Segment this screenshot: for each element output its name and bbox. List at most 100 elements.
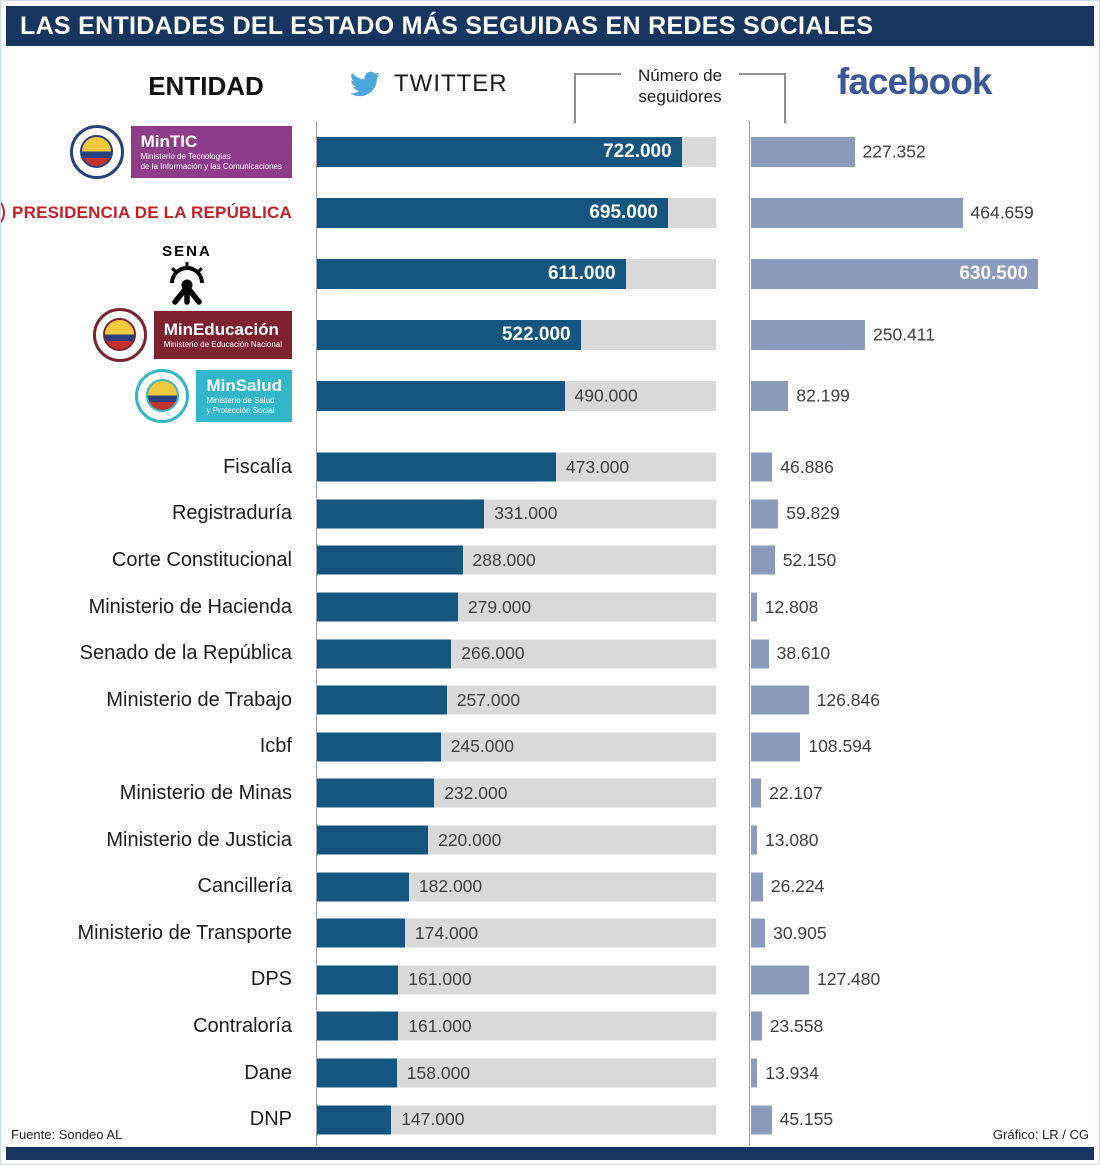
facebook-followers-value: 59.829 <box>786 503 840 524</box>
entity-cell: MinSalud Ministerio de Salud y Protección… <box>1 365 304 426</box>
table-row: Contraloría 161.000 23.558 <box>1 1003 1099 1050</box>
svg-text:SENA: SENA <box>162 243 212 260</box>
facebook-bar-area: 12.808 <box>751 592 1099 622</box>
facebook-followers-value: 30.905 <box>773 922 827 943</box>
twitter-bar-area: 161.000 <box>317 1011 716 1041</box>
facebook-bar-area: 13.934 <box>751 1058 1099 1088</box>
footer-bar <box>6 1147 1094 1160</box>
twitter-followers-value: 245.000 <box>450 736 514 757</box>
twitter-bar-area: 722.000 <box>317 136 716 167</box>
entity-name: Contraloría <box>193 1014 292 1037</box>
twitter-bar-area: 279.000 <box>317 592 716 622</box>
entity-cell: Contraloría <box>1 1003 304 1050</box>
twitter-bar <box>317 452 556 482</box>
entity-logo-box: MinTIC Ministerio de Tecnologías de la In… <box>130 125 292 178</box>
facebook-followers-value: 227.352 <box>862 141 926 161</box>
facebook-bar-area: 13.080 <box>751 825 1099 855</box>
colombia-crest-icon <box>135 368 190 423</box>
twitter-bar-track <box>317 825 716 855</box>
entity-cell: Dane <box>1 1050 304 1097</box>
title-bar: LAS ENTIDADES DEL ESTADO MÁS SEGUIDAS EN… <box>6 6 1094 46</box>
twitter-bar <box>317 197 668 228</box>
facebook-bar <box>751 1058 758 1088</box>
entity-name: Fiscalía <box>223 455 292 478</box>
twitter-bar-area: 220.000 <box>317 825 716 855</box>
facebook-bar-area: 630.500 <box>751 258 1099 289</box>
twitter-followers-value: 161.000 <box>408 1015 472 1036</box>
twitter-bar <box>317 1011 399 1041</box>
table-row: Fiscalía 473.000 46.886 <box>1 444 1099 491</box>
entity-name: Icbf <box>259 735 292 758</box>
table-row: MinSalud Ministerio de Salud y Protección… <box>1 365 1099 426</box>
entity-cell: Senado de la República <box>1 630 304 677</box>
twitter-followers-value: 695.000 <box>589 201 658 223</box>
facebook-followers-value: 46.886 <box>780 456 834 477</box>
twitter-bar <box>317 545 463 575</box>
twitter-followers-value: 174.000 <box>414 922 479 943</box>
facebook-bar <box>751 319 865 350</box>
twitter-bar <box>317 1105 392 1135</box>
facebook-bar <box>751 136 855 167</box>
rows-container: MinTIC Ministerio de Tecnologías de la In… <box>1 121 1099 1143</box>
twitter-bar-track <box>317 1011 716 1041</box>
table-row: Ministerio de Minas 232.000 22.107 <box>1 770 1099 817</box>
twitter-bar-track <box>317 258 716 289</box>
twitter-bar-area: 473.000 <box>317 452 716 482</box>
facebook-followers-value: 82.199 <box>796 385 850 405</box>
twitter-bar-track <box>317 452 716 482</box>
entity-cell: Fiscalía <box>1 444 304 491</box>
facebook-followers-value: 26.224 <box>770 876 825 897</box>
entity-cell: Ministerio de Transporte <box>1 910 304 957</box>
twitter-bar-track <box>317 1105 716 1135</box>
table-row: Cancillería 182.000 26.224 <box>1 863 1099 910</box>
table-row: Icbf 245.000 108.594 <box>1 724 1099 771</box>
twitter-bar-track <box>317 319 716 350</box>
twitter-bar-track <box>317 685 716 715</box>
twitter-bar-area: 182.000 <box>317 872 716 902</box>
twitter-bar-track <box>317 732 716 762</box>
table-row: DPS 161.000 127.480 <box>1 957 1099 1004</box>
facebook-bar <box>751 197 963 228</box>
entity-column-header: ENTIDAD <box>148 71 264 101</box>
entity-logo-title: MinSalud <box>206 375 282 395</box>
twitter-bar <box>317 136 682 167</box>
twitter-bar-area: 158.000 <box>317 1058 716 1088</box>
entity-cell: MinTIC Ministerio de Tecnologías de la In… <box>1 121 304 182</box>
entity-name: Ministerio de Hacienda <box>88 595 292 618</box>
twitter-bar <box>317 825 429 855</box>
twitter-bar <box>317 778 435 808</box>
entity-logo: MinSalud Ministerio de Salud y Protección… <box>135 368 292 423</box>
twitter-axis-line <box>316 121 317 1145</box>
twitter-followers-value: 722.000 <box>603 140 672 162</box>
twitter-followers-value: 220.000 <box>438 829 502 850</box>
facebook-bar-area: 52.150 <box>751 545 1099 575</box>
entity-cell: Registraduría <box>1 491 304 538</box>
twitter-bar-track <box>317 918 716 948</box>
facebook-bar-area: 464.659 <box>751 197 1099 228</box>
twitter-bar-track <box>317 1058 716 1088</box>
twitter-followers-value: 288.000 <box>472 549 536 570</box>
entity-logo-subtitle: Ministerio de Salud y Protección Social <box>206 395 275 415</box>
entity-cell: MinEducación Ministerio de Educación Naci… <box>1 304 304 365</box>
entity-cell: Ministerio de Minas <box>1 770 304 817</box>
facebook-bar-area: 38.610 <box>751 639 1099 669</box>
facebook-bar-area: 127.480 <box>751 965 1099 995</box>
facebook-followers-value: 38.610 <box>776 643 831 664</box>
table-row: Registraduría 331.000 59.829 <box>1 491 1099 538</box>
facebook-bar <box>751 639 769 669</box>
twitter-bar <box>317 872 409 902</box>
facebook-followers-value: 23.558 <box>769 1015 824 1036</box>
entity-logo: MinEducación Ministerio de Educación Naci… <box>92 307 292 362</box>
entity-name: DNP <box>249 1108 292 1131</box>
twitter-followers-value: 279.000 <box>467 596 532 617</box>
table-row: Ministerio de Hacienda 279.000 12.808 <box>1 584 1099 631</box>
table-row: DNP 147.000 45.155 <box>1 1096 1099 1143</box>
facebook-bar <box>751 685 809 715</box>
facebook-bar-area: 22.107 <box>751 778 1099 808</box>
facebook-bar <box>751 1011 762 1041</box>
table-row: PRESIDENCIA DE LA REPÚBLICA 695.000 464.… <box>1 182 1099 243</box>
twitter-bar <box>317 592 458 622</box>
twitter-followers-value: 331.000 <box>494 503 558 524</box>
twitter-followers-value: 158.000 <box>406 1062 471 1083</box>
